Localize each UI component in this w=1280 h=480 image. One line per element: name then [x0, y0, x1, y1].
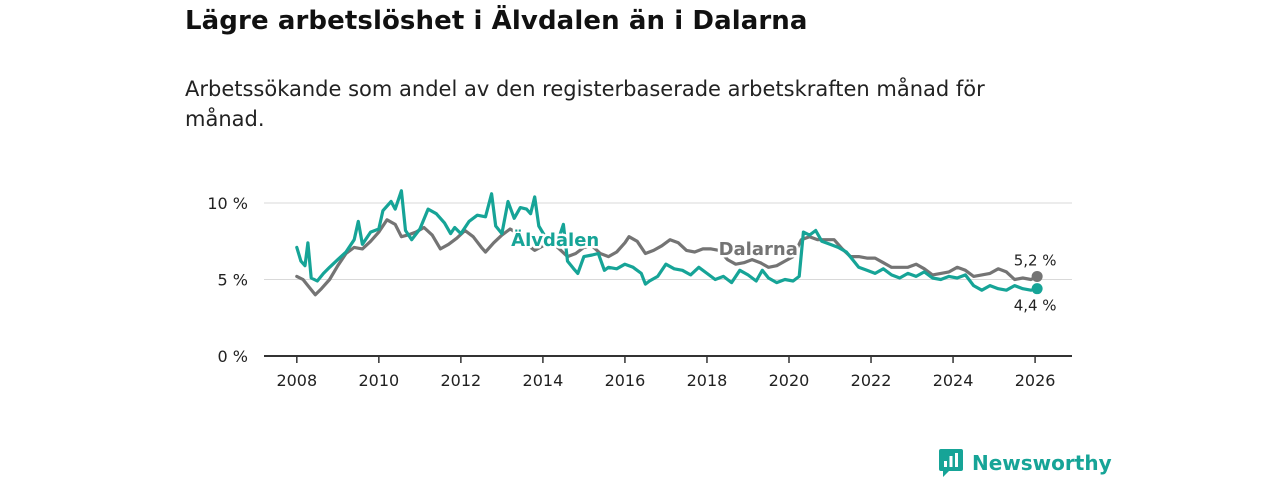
newsworthy-logo-icon: [939, 449, 963, 477]
series-label-alvdalen: Älvdalen: [511, 229, 599, 251]
x-tick-label: 2012: [441, 371, 482, 390]
x-tick-label: 2010: [358, 371, 399, 390]
y-tick-label: 0 %: [218, 347, 248, 366]
end-point-dalarna: [1031, 270, 1043, 282]
labels: 5,2 % 4,4 % Älvdalen Dalarna: [509, 226, 1057, 315]
x-tick-label: 2020: [769, 371, 810, 390]
x-tick-label: 2018: [687, 371, 728, 390]
chart-title: Lägre arbetslöshet i Älvdalen än i Dalar…: [185, 6, 808, 36]
newsworthy-brand[interactable]: Newsworthy: [938, 446, 1112, 480]
axes: 0 % 5 % 10 % 2008 2010 2012 2014 2016 2018 2020 20…: [207, 194, 1072, 390]
series-label-dalarna: Dalarna: [719, 239, 798, 260]
chart-subtitle: Arbetssökande som andel av den registerb…: [185, 77, 985, 131]
x-tick-label: 2022: [851, 371, 892, 390]
y-tick-label: 5 %: [218, 271, 248, 290]
end-point-alvdalen: [1031, 283, 1043, 295]
end-value-label-alvdalen: 4,4 %: [1014, 297, 1057, 315]
x-tick-label: 2008: [276, 371, 317, 390]
y-tick-label: 10 %: [207, 194, 248, 213]
x-tick-label: 2024: [933, 371, 974, 390]
series-lines: [295, 189, 1043, 297]
series-line-alvdalen: [295, 189, 1039, 292]
x-tick-label: 2026: [1015, 371, 1056, 390]
x-tick-label: 2016: [605, 371, 646, 390]
brand-name: Newsworthy: [972, 451, 1112, 475]
series-line-dalarna: [295, 218, 1039, 297]
x-tick-label: 2014: [523, 371, 564, 390]
end-value-label-dalarna: 5,2 %: [1014, 251, 1057, 269]
